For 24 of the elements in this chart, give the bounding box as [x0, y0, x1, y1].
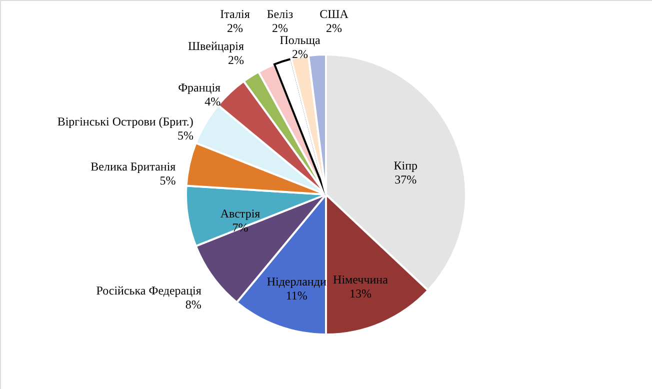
- slice-label: Італія: [220, 7, 250, 21]
- slice-label: Австрія: [220, 206, 261, 221]
- data-label: 5%: [177, 128, 194, 143]
- slice-label: Велика Британія: [90, 159, 176, 174]
- data-label: 5%: [160, 173, 176, 188]
- slice-label: Франція: [178, 80, 222, 95]
- data-label: 4%: [204, 94, 221, 109]
- data-label: 13%: [349, 286, 372, 301]
- slice-label: Російська Федерація: [96, 284, 202, 298]
- slice-label: США: [320, 7, 349, 21]
- data-label: 11%: [286, 288, 308, 303]
- data-label: 37%: [394, 172, 417, 187]
- slice-label: Німеччина: [333, 272, 389, 287]
- slice-label: Беліз: [266, 7, 294, 21]
- data-label: 2%: [272, 21, 288, 35]
- slice-label: Віргінські Острови (Брит.): [57, 114, 194, 129]
- slice-label: Польща: [280, 33, 321, 47]
- slice-label: Швейцарія: [188, 39, 244, 53]
- data-label: 2%: [326, 21, 342, 35]
- slice-label: Кіпр: [394, 158, 418, 173]
- data-label: 2%: [292, 47, 308, 61]
- data-label: 2%: [227, 21, 243, 35]
- data-label: 8%: [185, 298, 202, 312]
- data-label: 2%: [228, 53, 244, 67]
